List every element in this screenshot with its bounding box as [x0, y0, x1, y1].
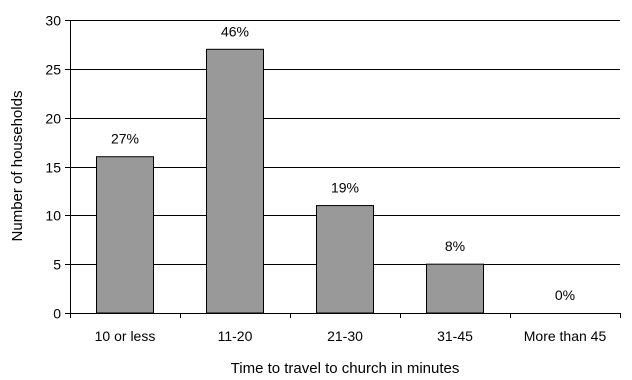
data-labels: 27% 46% 19% 8% 0%: [111, 23, 575, 303]
bars: [96, 48, 484, 314]
data-label: 27%: [111, 131, 139, 147]
x-axis-title: Time to travel to church in minutes: [231, 360, 460, 377]
data-label: 46%: [221, 23, 249, 39]
bar-3: [426, 263, 484, 314]
data-label: 8%: [445, 238, 465, 254]
y-tick-label: 10: [45, 208, 61, 224]
x-tick-label: 31-45: [437, 328, 473, 344]
y-tick-labels: 0 5 10 15 20 25 30: [45, 13, 61, 322]
y-tick-label: 25: [45, 62, 61, 78]
x-tick-labels: 10 or less 11-20 21-30 31-45 More than 45: [95, 328, 607, 344]
gridlines: [70, 20, 620, 265]
x-tick-label: 10 or less: [95, 328, 156, 344]
axes: [65, 20, 621, 318]
y-tick-label: 30: [45, 13, 61, 29]
y-tick-label: 0: [53, 306, 61, 322]
data-label: 0%: [555, 287, 575, 303]
bar-1: [206, 48, 264, 314]
x-tick-label: 21-30: [327, 328, 363, 344]
y-tick-label: 5: [53, 257, 61, 273]
y-tick-label: 20: [45, 111, 61, 127]
x-tick-label: More than 45: [524, 328, 607, 344]
x-tick-label: 11-20: [218, 328, 253, 344]
y-axis-title: Number of households: [9, 91, 26, 242]
bar-0: [96, 156, 154, 314]
bar-2: [316, 205, 374, 314]
y-tick-label: 15: [45, 160, 61, 176]
data-label: 19%: [331, 180, 359, 196]
